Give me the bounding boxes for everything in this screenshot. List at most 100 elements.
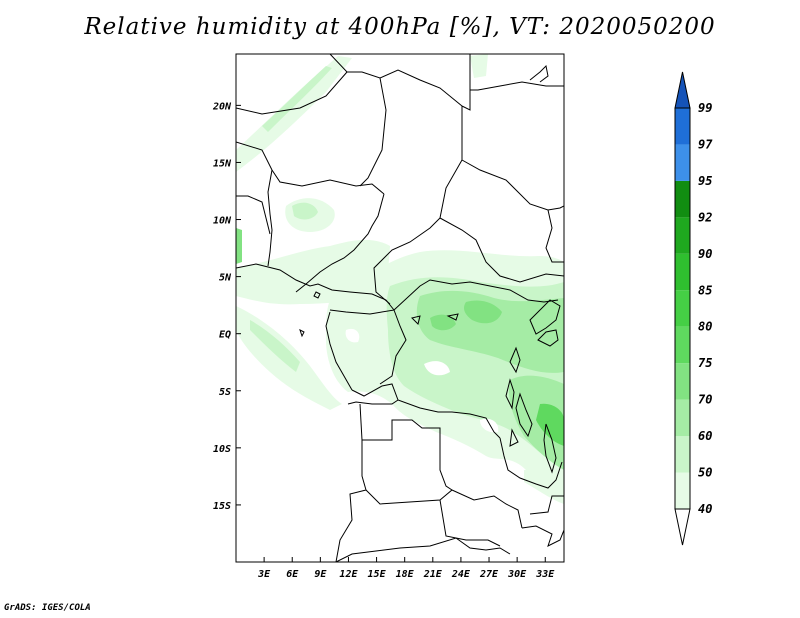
border-line [365, 489, 523, 529]
colorbar-box [675, 290, 690, 327]
border-line [529, 495, 564, 515]
colorbar-label: 85 [698, 283, 712, 297]
dry-hole-3 [345, 328, 360, 343]
grads-credit: GrADS: IGES/COLA [4, 603, 91, 613]
border-line [325, 311, 353, 391]
colorbar-label: 40 [698, 502, 712, 516]
map-title: Relative humidity at 400hPa [%], VT: 202… [84, 14, 716, 40]
border-line [373, 106, 463, 305]
longitude-axis: 3E 6E 9E 12E 15E 18E 21E 24E 27E 30E 33E [257, 557, 555, 580]
border-line [236, 263, 395, 311]
colorbar-label: 97 [698, 137, 713, 151]
colorbar-box [675, 472, 690, 509]
humidity-area-congo-core-2 [430, 314, 456, 331]
dry-hole-1 [424, 361, 450, 376]
humidity-area-northwest [236, 56, 352, 172]
lake-outline [515, 392, 533, 438]
colorbar-lower-triangle [674, 508, 691, 546]
colorbar-box [675, 253, 690, 291]
lat-tick-label: 10S [213, 444, 231, 455]
colorbar-box [675, 436, 690, 473]
map-frame [235, 53, 565, 563]
lon-tick-label: 3E [257, 569, 271, 580]
humidity-area-congo-high [416, 290, 564, 373]
humidity-field [236, 54, 564, 504]
border-line [393, 279, 559, 311]
humidity-area-north-top [470, 54, 488, 78]
border-line [439, 499, 501, 547]
humidity-area-leftedge [236, 228, 242, 264]
latitude-axis: 20N 15N 10N 5N EQ 5S 10S 15S [212, 101, 241, 512]
colorbar-box [675, 399, 690, 437]
lake-outline [537, 329, 559, 347]
colorbar-label: 75 [698, 356, 712, 370]
humidity-area-lakes-core [536, 403, 564, 446]
colorbar-label: 60 [698, 429, 712, 443]
colorbar-label: 50 [698, 466, 712, 480]
humidity-area-nigeria-core [292, 202, 318, 220]
lon-tick-label: 24E [451, 569, 471, 580]
lon-tick-label: 30E [507, 569, 527, 580]
lon-tick-label: 21E [423, 569, 443, 580]
country-borders [236, 54, 564, 562]
lon-tick-label: 6E [286, 569, 299, 580]
lon-tick-label: 9E [314, 569, 327, 580]
colorbar-box [675, 144, 690, 181]
colorbar-box [675, 217, 690, 254]
humidity-area-lakes [508, 375, 564, 470]
border-line [411, 315, 421, 325]
colorbar-label: 70 [698, 393, 712, 407]
lon-tick-label: 15E [368, 569, 387, 580]
colorbar-label: 92 [698, 210, 712, 224]
colorbar-box [675, 363, 690, 400]
colorbar-label: 80 [698, 320, 712, 334]
lat-tick-label: 20N [212, 101, 232, 112]
lon-tick-label: 12E [339, 569, 358, 580]
lat-tick-label: EQ [219, 330, 231, 341]
humidity-area-congo-core [464, 300, 502, 324]
lon-tick-label: 27E [479, 569, 499, 580]
border-line [461, 159, 564, 211]
humidity-area-atlantic-core [250, 320, 300, 372]
colorbar-label: 90 [698, 247, 712, 261]
border-line [470, 81, 564, 91]
border-line [267, 169, 273, 267]
colorbar-outline [674, 107, 691, 510]
border-line [359, 77, 387, 187]
border-line [236, 141, 385, 195]
colorbar: 40 50 60 70 75 80 85 90 92 95 97 99 [674, 71, 713, 546]
lake-outline [529, 299, 561, 335]
border-line [461, 54, 471, 111]
border-line [545, 209, 564, 263]
colorbar-label: 99 [698, 101, 712, 115]
border-line [351, 383, 501, 439]
border-line [347, 399, 399, 405]
border-line [329, 54, 463, 107]
lat-tick-label: 10N [213, 216, 232, 227]
island-outline [299, 329, 305, 338]
lat-tick-label: 5N [219, 273, 232, 284]
colorbar-box [675, 108, 690, 145]
lat-tick-label: 15N [213, 158, 232, 169]
lon-tick-label: 33E [535, 569, 555, 580]
border-line [529, 64, 549, 83]
lake-outline [543, 423, 557, 474]
lat-tick-label: 5S [219, 387, 231, 398]
lon-tick-label: 18E [396, 569, 415, 580]
border-line [236, 71, 348, 115]
border-line [335, 403, 367, 562]
colorbar-label: 95 [698, 174, 712, 188]
lake-outline [509, 428, 519, 447]
lake-outline [509, 346, 521, 374]
border-line [329, 309, 407, 385]
border-line [439, 217, 564, 283]
colorbar-box [675, 180, 690, 218]
lake-outline [505, 378, 515, 410]
border-line [521, 525, 564, 547]
border-line [446, 313, 459, 321]
border-line [362, 419, 453, 491]
island-outline [313, 291, 321, 299]
lat-tick-label: 15S [213, 501, 231, 512]
border-line [335, 537, 511, 562]
